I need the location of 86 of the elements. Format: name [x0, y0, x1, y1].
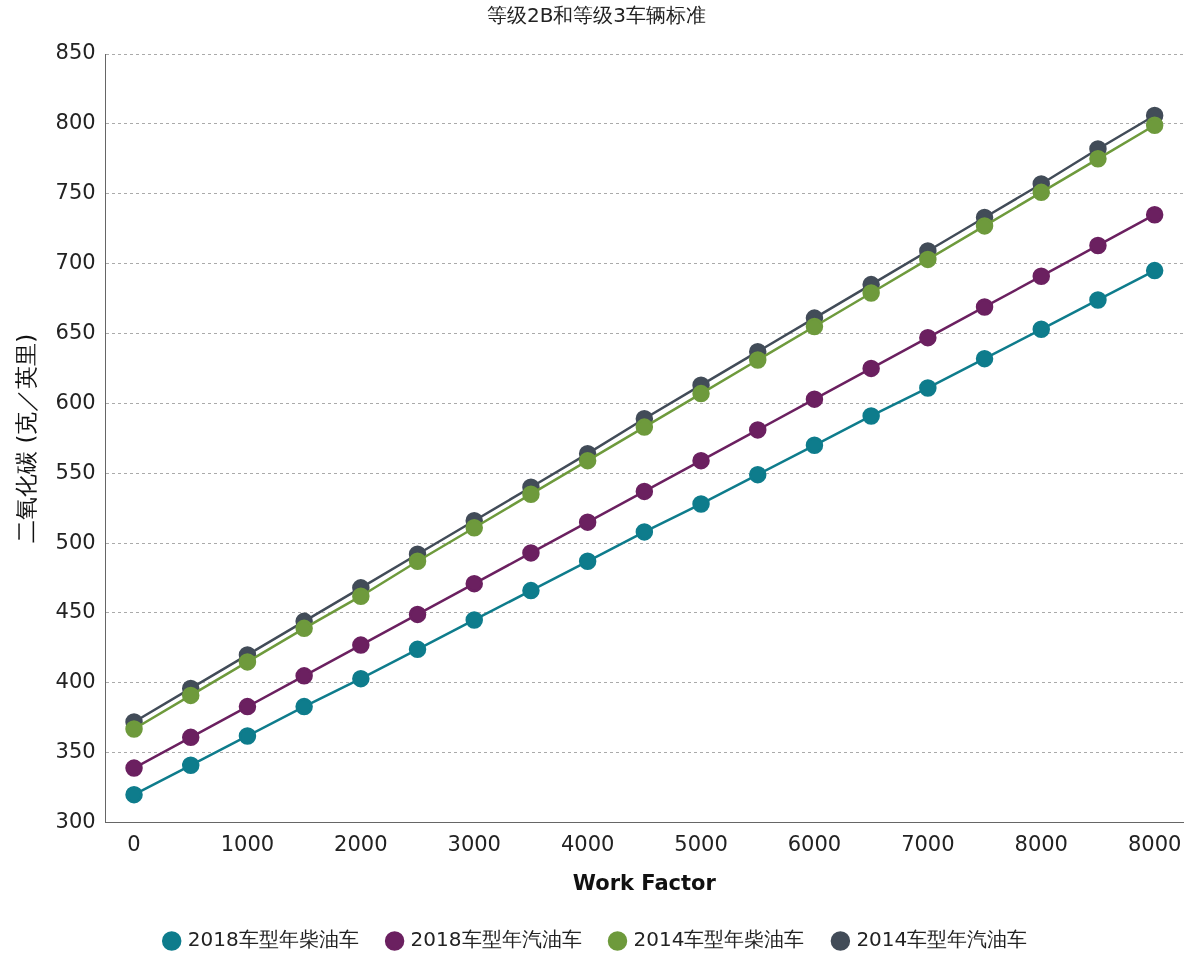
point [522, 544, 540, 562]
point [805, 390, 824, 408]
point [805, 317, 824, 336]
y-tick-label: 550 [55, 459, 96, 484]
point [1145, 205, 1164, 224]
point [692, 384, 710, 403]
point [1032, 183, 1050, 202]
point [578, 451, 597, 470]
legend-label: 2018车型年柴油车 [187, 927, 359, 952]
point [862, 284, 880, 302]
x-tick-label: 5000 [674, 831, 728, 856]
point [352, 636, 370, 654]
x-axis-title: Work Factor [572, 870, 717, 895]
point [125, 720, 143, 738]
point [465, 611, 483, 629]
point [181, 728, 200, 747]
x-tick-label: 8000 [1127, 831, 1182, 856]
y-tick-label: 650 [55, 319, 96, 344]
point [238, 697, 257, 716]
point [692, 451, 710, 470]
point [862, 407, 880, 425]
y-tick-label: 400 [55, 669, 96, 694]
y-tick-label: 300 [55, 809, 96, 834]
point [748, 351, 767, 369]
point [408, 640, 427, 659]
point [1145, 116, 1164, 135]
y-tick-label: 700 [55, 250, 96, 275]
point [181, 756, 200, 775]
point [465, 574, 483, 593]
x-tick-label: 6000 [787, 831, 842, 856]
point [635, 523, 654, 541]
point [522, 581, 540, 600]
point [408, 552, 427, 571]
chart-title: 等级2B和等级3车辆标准 [486, 3, 707, 28]
point [635, 482, 654, 501]
point [919, 250, 937, 269]
point [1089, 150, 1107, 168]
y-axis-title: 二氧化碳 (克／英里) [12, 333, 39, 543]
y-tick-label: 600 [55, 389, 96, 414]
point [522, 485, 540, 503]
point [805, 436, 824, 455]
point [238, 653, 257, 671]
y-tick-label: 350 [55, 739, 96, 764]
point [465, 518, 483, 537]
x-tick-label: 0 [127, 831, 141, 856]
point [975, 349, 994, 368]
point [1089, 236, 1107, 255]
point [975, 217, 994, 235]
y-tick-label: 800 [55, 110, 96, 135]
x-tick-label: 4000 [560, 831, 615, 856]
legend-label: 2018车型年汽油车 [410, 927, 582, 952]
point [408, 605, 427, 624]
point [578, 513, 597, 531]
point [748, 465, 767, 484]
x-tick-label: 8000 [1014, 831, 1068, 856]
x-tick-label: 1000 [220, 831, 275, 856]
legend-label: 2014车型年汽油车 [856, 927, 1028, 952]
x-tick-label: 2000 [334, 831, 388, 856]
point [578, 552, 597, 571]
x-tick-label: 3000 [447, 831, 501, 856]
point [975, 298, 994, 316]
x-tick-label: 7000 [901, 831, 955, 856]
point [352, 669, 370, 688]
point [238, 727, 257, 745]
y-tick-label: 850 [55, 40, 96, 65]
point [635, 418, 654, 436]
point [1032, 267, 1050, 285]
point [295, 619, 313, 638]
y-tick-label: 500 [55, 529, 96, 554]
point [919, 379, 937, 397]
y-tick-label: 750 [55, 180, 96, 205]
point [748, 421, 767, 439]
point [1032, 320, 1050, 339]
point [1089, 291, 1107, 309]
point [125, 785, 143, 804]
point [125, 759, 143, 777]
point [295, 697, 313, 716]
legend-label: 2014车型年柴油车 [633, 927, 805, 952]
y-tick-label: 450 [55, 599, 96, 624]
point [692, 495, 710, 513]
point [862, 359, 880, 378]
point [181, 686, 200, 705]
point [919, 328, 937, 347]
point [295, 667, 313, 685]
point [1145, 261, 1164, 280]
point [352, 587, 370, 605]
